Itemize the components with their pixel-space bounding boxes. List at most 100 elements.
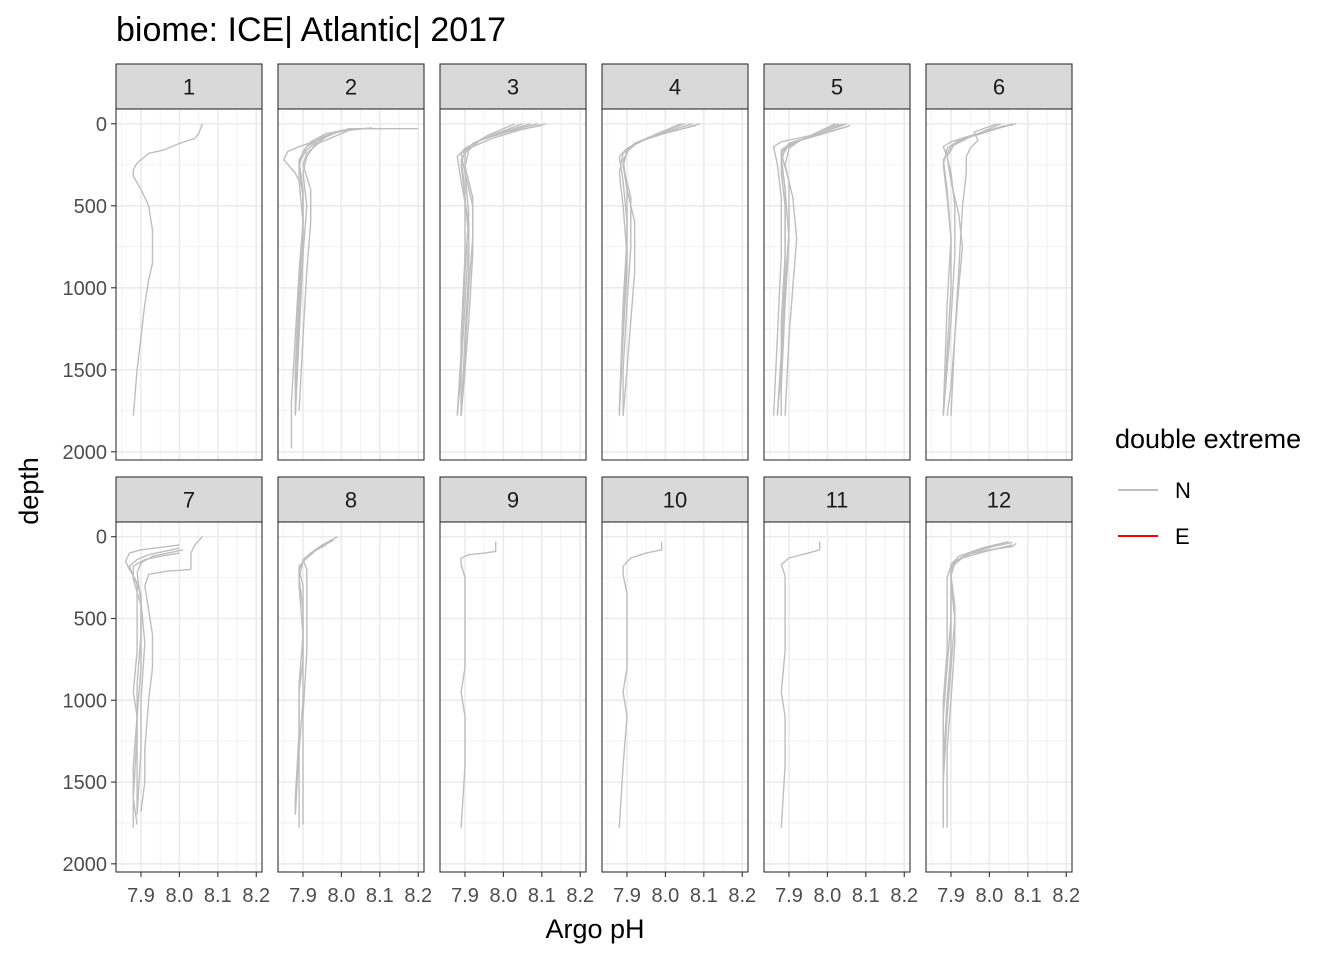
facet-panel-7: 7 0 500 1000 1500 2000 7.9 8.0 8.1 8.2 [63,476,270,907]
facet-strip-label: 12 [987,488,1011,513]
x-tick-label: 8.2 [728,885,756,907]
series-line-N [942,544,1013,825]
facet-panel-5: 5 [763,63,911,461]
x-tick-label: 8.1 [366,885,394,907]
x-tick-label: 8.2 [242,885,270,907]
gridlines [602,109,748,460]
facet-strip-label: 4 [669,75,681,100]
series-line-N [946,541,1013,828]
panel-border [763,108,911,461]
panel-border [277,521,425,873]
series-lines [124,536,203,828]
legend-label: N [1175,478,1191,503]
gridlines [764,522,910,872]
x-tick-label: 7.9 [775,885,803,907]
x-tick-label: 8.0 [489,885,517,907]
facet-strip-label: 5 [831,75,843,100]
panel-border [277,108,425,461]
y-tick-label: 500 [74,608,107,630]
panel-border [925,108,1073,461]
panel-border [601,108,749,461]
x-tick-label: 8.2 [404,885,432,907]
series-line-N [460,124,542,415]
facet-strip [115,476,263,523]
series-lines [772,123,851,416]
x-tick-label: 8.0 [327,885,355,907]
x-tick-label: 8.1 [690,885,718,907]
gridlines [116,109,262,460]
x-tick-label: 8.0 [651,885,679,907]
x-tick-label: 7.9 [289,885,317,907]
facet-panel-4: 4 [601,63,749,461]
series-line-N [294,541,331,815]
series-line-N [140,536,203,812]
panel-border [763,521,911,873]
x-tick-label: 8.1 [204,885,232,907]
x-tick-label: 8.0 [165,885,193,907]
facet-strip-label: 7 [183,488,195,513]
facet-strip [925,476,1073,523]
facet-strip [277,63,425,110]
facet-panel-1: 1 0 500 1000 1500 2000 [63,63,263,464]
x-axis-title: Argo pH [545,914,644,944]
x-tick-label: 8.0 [813,885,841,907]
series-line-N [618,541,663,828]
y-tick-label: 1000 [63,278,108,300]
series-line-N [136,549,184,815]
x-tick-label: 8.0 [975,885,1003,907]
facet-panel-3: 3 [439,63,587,461]
series-line-N [132,552,180,812]
legend-label: E [1175,524,1190,549]
series-lines [942,123,1017,416]
y-tick-label: 1500 [63,360,108,382]
facet-strip [115,63,263,110]
series-line-N [618,123,682,413]
facet-strip-label: 3 [507,75,519,100]
series-line-N [456,123,523,415]
legend-entry-E: E [1118,524,1190,549]
y-tick-label: 1000 [63,690,108,712]
facet-strip [763,63,911,110]
facet-panel-10: 10 7.9 8.0 8.1 8.2 [601,476,756,907]
series-line-N [622,124,697,416]
x-tick-label: 8.2 [566,885,594,907]
series-lines [132,123,204,416]
series-line-N [618,123,693,416]
gridlines [278,109,424,460]
facet-panel-11: 11 7.9 8.0 8.1 8.2 [763,476,918,907]
facet-strip [439,63,587,110]
y-tick-label: 2000 [63,442,108,464]
facet-strip-label: 2 [345,75,357,100]
x-tick-label: 8.1 [852,885,880,907]
facet-panel-12: 12 7.9 8.0 8.1 8.2 [925,476,1080,907]
series-line-N [298,127,384,411]
x-tick-label: 7.9 [613,885,641,907]
panel-border [601,521,749,873]
panel-border [115,108,263,461]
facet-strip-label: 9 [507,488,519,513]
facet-panel-8: 8 7.9 8.0 8.1 8.2 [277,476,432,907]
series-line-N [950,123,998,416]
panel-background [764,522,910,872]
series-lines [942,540,1017,828]
x-tick-label: 8.1 [1014,885,1042,907]
series-line-N [780,123,836,413]
series-line-N [294,129,342,413]
legend-entry-N: N [1118,478,1191,503]
x-tick-label: 7.9 [451,885,479,907]
x-tick-label: 8.1 [528,885,556,907]
facet-strip-label: 11 [826,488,849,513]
series-lines [618,123,701,416]
facet-strip-label: 8 [345,488,357,513]
series-lines [780,541,821,828]
series-lines [460,541,497,828]
series-line-N [942,540,1009,827]
series-lines [294,536,338,828]
y-tick-label: 500 [74,196,107,218]
y-tick-label: 2000 [63,854,108,876]
series-line-N [780,541,821,828]
facet-panel-9: 9 7.9 8.0 8.1 8.2 [439,476,594,907]
facet-strip-label: 1 [183,75,195,100]
